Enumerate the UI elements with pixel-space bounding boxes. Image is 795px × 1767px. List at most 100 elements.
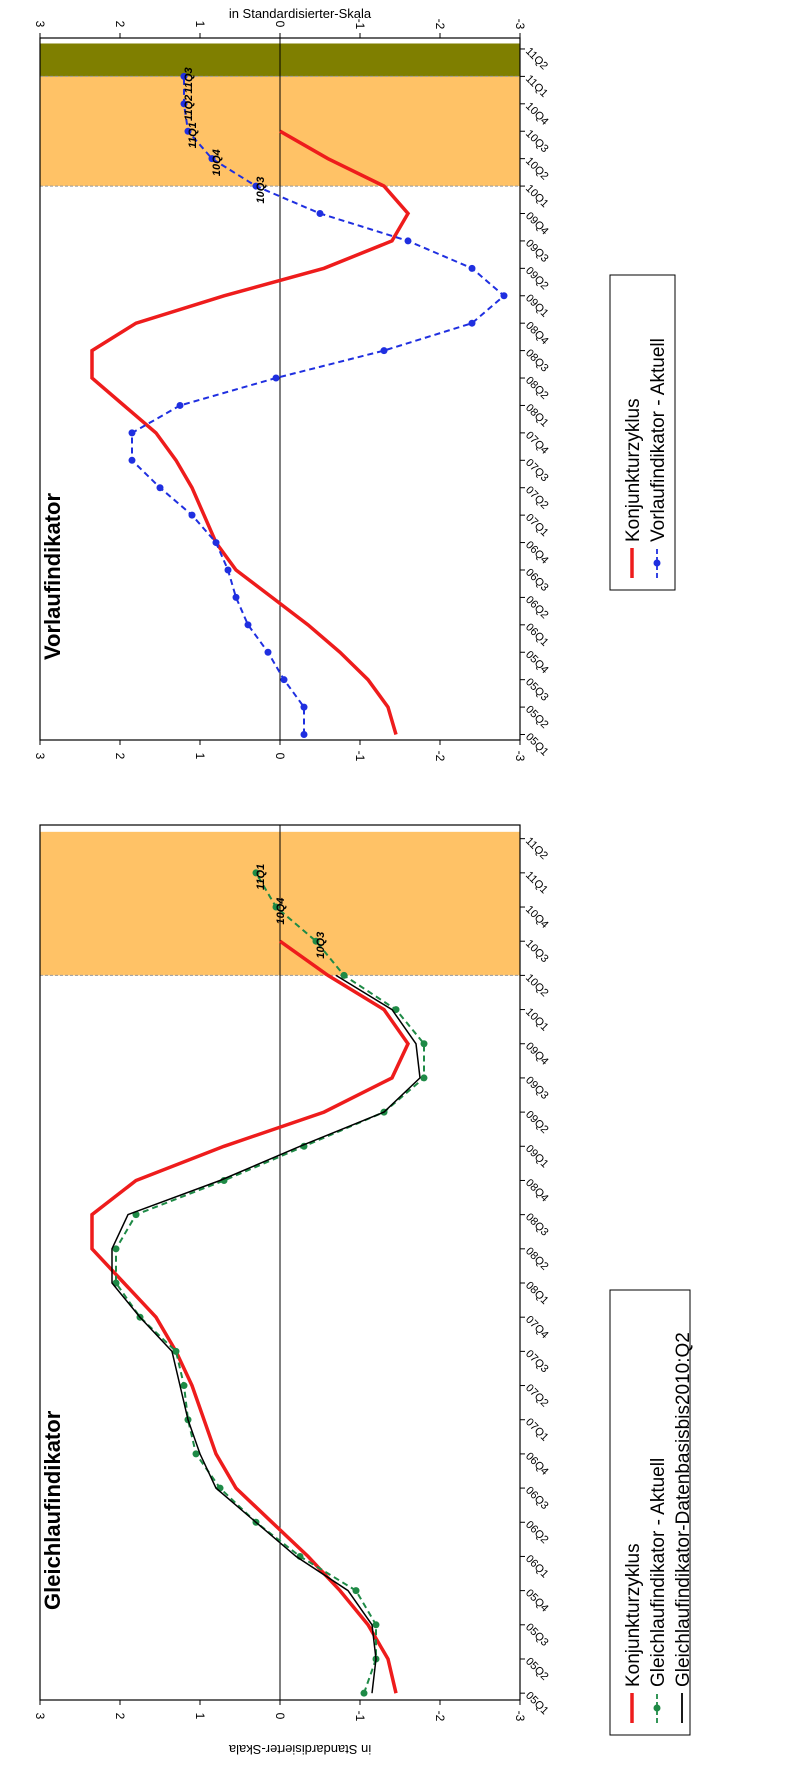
category-tick-label: 09Q3 xyxy=(523,237,551,265)
gleichlauf-legend: Konjunkturzyklus Gleichlaufindikator - Ak… xyxy=(609,1289,694,1736)
point-annotation: 11Q1 xyxy=(187,122,199,148)
value-tick-label: 0 xyxy=(273,1713,287,1720)
category-tick-label: 11Q1 xyxy=(523,73,550,100)
value-tick-label: 1 xyxy=(193,753,207,760)
series-point xyxy=(208,155,216,163)
category-tick-label: 07Q3 xyxy=(523,457,551,485)
point-annotation: 10Q3 xyxy=(315,932,327,959)
series-point xyxy=(188,511,196,519)
category-tick-label: 10Q1 xyxy=(523,183,551,211)
category-tick-label: 08Q2 xyxy=(523,374,551,402)
value-tick-label: 3 xyxy=(33,21,47,28)
series-point xyxy=(232,593,240,601)
legend-label: Vorlaufindikator - Aktuell xyxy=(648,338,669,542)
y-axis-title-right: in Standardisierter-Skala xyxy=(229,6,372,21)
category-tick-label: 10Q2 xyxy=(523,155,551,183)
value-tick-label: 2 xyxy=(113,21,127,28)
category-tick-label: 08Q2 xyxy=(523,1245,551,1273)
category-tick-label: 10Q4 xyxy=(523,100,551,128)
category-tick-label: 09Q1 xyxy=(523,1143,551,1171)
category-tick-label: 06Q2 xyxy=(523,1519,551,1547)
value-tick-label: 1 xyxy=(193,1713,207,1720)
chart-title: Gleichlaufindikator xyxy=(40,1410,65,1610)
value-tick-label: -2 xyxy=(433,1711,447,1722)
value-tick-label: -2 xyxy=(433,751,447,762)
legend-swatch-marker xyxy=(653,1704,661,1712)
category-tick-label: 05Q3 xyxy=(523,1621,551,1649)
category-tick-label: 10Q4 xyxy=(523,903,551,931)
legend-label: Gleichlaufindikator - Aktuell xyxy=(648,1458,669,1687)
category-tick-label: 09Q4 xyxy=(523,1040,551,1068)
series-point xyxy=(172,1347,180,1355)
series-point xyxy=(420,1074,428,1082)
value-tick-label: -1 xyxy=(353,751,367,762)
gleichlaufindikator-panel: 3 2 1 0 -1 -2 -305Q105Q205Q305Q406Q106Q206Q306… xyxy=(33,824,551,1722)
value-tick-label: 0 xyxy=(273,753,287,760)
series-point xyxy=(272,903,280,911)
category-tick-label: 08Q3 xyxy=(523,1211,551,1239)
value-tick-label: 3 xyxy=(33,753,47,760)
category-tick-label: 07Q1 xyxy=(523,1416,551,1444)
chart-title: Vorlaufindikator xyxy=(40,493,65,660)
category-tick-label: 09Q2 xyxy=(523,265,551,293)
category-tick-label: 10Q2 xyxy=(523,972,551,1000)
category-tick-label: 09Q4 xyxy=(523,210,551,238)
category-tick-label: 10Q1 xyxy=(523,1006,551,1034)
series-point xyxy=(112,1245,120,1253)
series-point xyxy=(184,127,192,135)
value-tick-label: 1 xyxy=(193,21,207,28)
series-point xyxy=(392,1006,400,1014)
value-tick-label: 2 xyxy=(113,753,127,760)
series-point xyxy=(316,210,324,217)
series-point xyxy=(272,374,280,382)
series-point xyxy=(180,1382,188,1390)
category-tick-label: 08Q1 xyxy=(523,402,551,430)
point-annotation: 10Q4 xyxy=(275,898,287,925)
vorlaufindikator-panel: 33221100-1-1-2-2-3-305Q105Q205Q305Q406Q1… xyxy=(33,19,551,762)
series-point xyxy=(192,1450,200,1458)
point-annotation: 11Q1 xyxy=(255,864,267,890)
category-tick-label: 06Q3 xyxy=(523,566,551,594)
value-tick-label: -1 xyxy=(353,1711,367,1722)
point-annotation: 10Q4 xyxy=(211,149,223,176)
category-tick-label: 07Q3 xyxy=(523,1348,551,1376)
value-tick-label: -3 xyxy=(513,19,527,30)
category-tick-label: 06Q3 xyxy=(523,1485,551,1513)
value-tick-label: -3 xyxy=(513,751,527,762)
legend-box xyxy=(609,1289,691,1736)
value-tick-label: -3 xyxy=(513,1711,527,1722)
category-tick-label: 06Q4 xyxy=(523,539,551,567)
category-tick-label: 07Q2 xyxy=(523,484,551,512)
series-point xyxy=(420,1040,428,1048)
value-tick-label: 3 xyxy=(33,1713,47,1720)
value-tick-label: -1 xyxy=(353,19,367,30)
value-tick-label: 2 xyxy=(113,1713,127,1720)
series-point xyxy=(128,456,136,464)
series-point xyxy=(244,621,252,629)
category-tick-label: 07Q4 xyxy=(523,429,551,457)
category-tick-label: 11Q2 xyxy=(523,45,550,72)
category-tick-label: 05Q2 xyxy=(523,1655,551,1683)
category-tick-label: 05Q4 xyxy=(523,649,551,677)
legend-label: Gleichlaufindikator-Datenbasisbis2010:Q2 xyxy=(673,1332,694,1687)
legend-swatch-marker xyxy=(653,559,661,567)
series-point xyxy=(372,1621,380,1629)
series-point xyxy=(128,429,136,437)
series-point xyxy=(180,72,188,80)
category-tick-label: 07Q1 xyxy=(523,512,551,540)
category-tick-label: 06Q1 xyxy=(523,621,551,649)
category-tick-label: 09Q3 xyxy=(523,1074,551,1102)
series-point xyxy=(156,484,164,492)
category-tick-label: 06Q4 xyxy=(523,1450,551,1478)
category-tick-label: 10Q3 xyxy=(523,938,551,966)
series-point xyxy=(468,319,476,327)
value-tick-label: 0 xyxy=(273,21,287,28)
category-tick-label: 10Q3 xyxy=(523,128,551,156)
category-tick-label: 08Q4 xyxy=(523,1177,551,1205)
series-point xyxy=(340,971,348,979)
series-point xyxy=(280,676,288,684)
category-tick-label: 11Q1 xyxy=(523,869,550,896)
series-point xyxy=(176,401,184,409)
legend-box xyxy=(609,274,676,591)
